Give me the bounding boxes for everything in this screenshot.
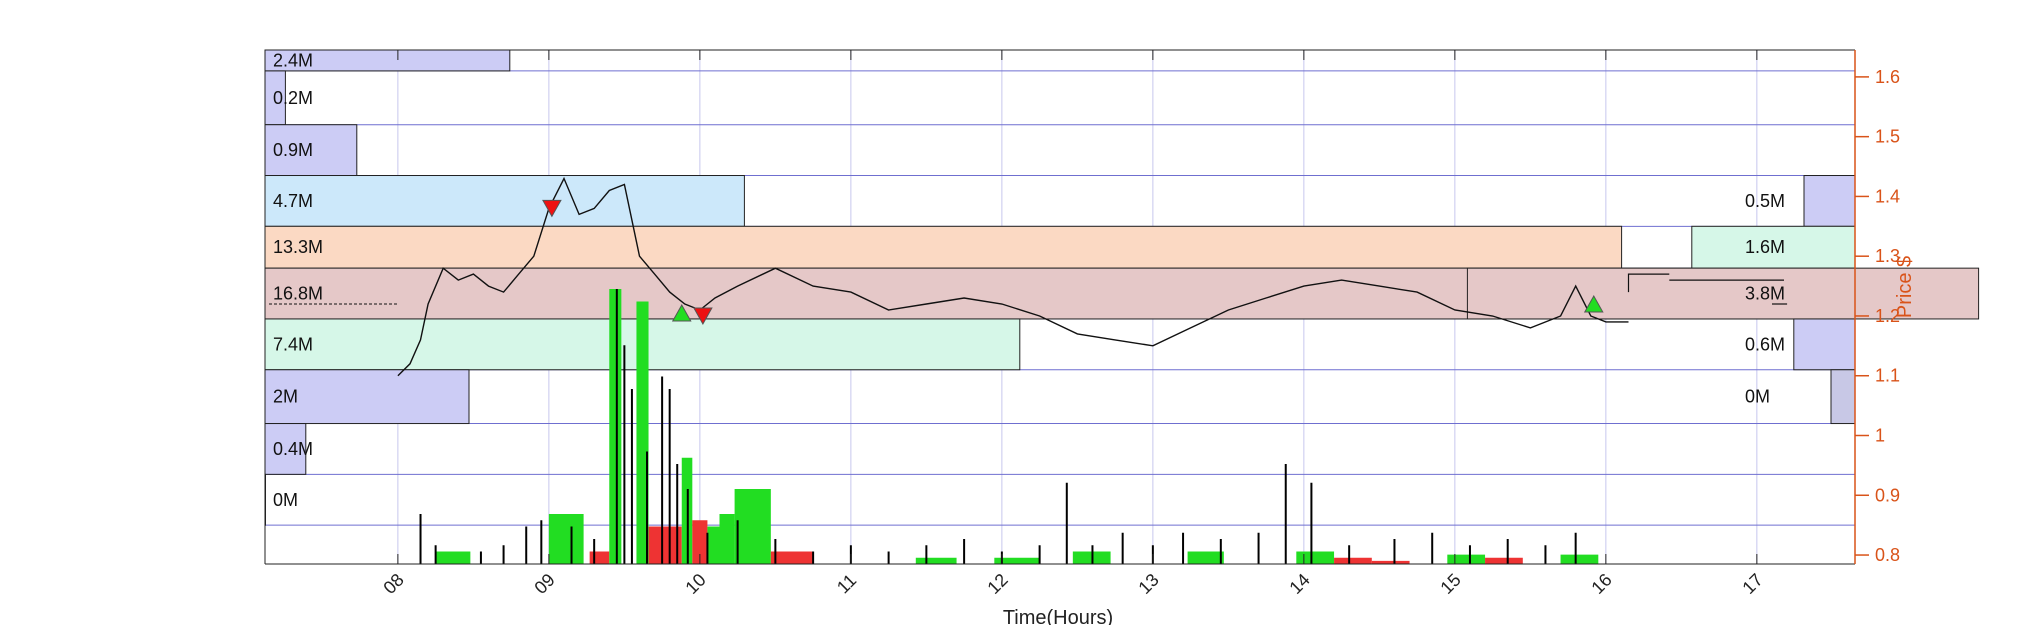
right-profile-label: 0M	[1745, 387, 1770, 407]
volume-block	[994, 557, 1040, 564]
right-profile-bar	[1793, 318, 1856, 371]
left-profile-label: 0.9M	[273, 140, 313, 160]
right-profile-bar	[1691, 225, 1856, 269]
volume-block	[548, 514, 584, 564]
price-segment	[1627, 273, 1670, 293]
right-profile-bar	[1803, 175, 1856, 227]
sell-marker-down-triangle	[542, 199, 562, 218]
volume-block	[1371, 560, 1410, 564]
right-profile-label: 0.5M	[1745, 191, 1785, 211]
trade-markers	[542, 199, 1604, 325]
right-volume-profile: 0.5M 1.6M 3.8M 0.6M 0M	[1466, 175, 1856, 425]
left-profile-bar	[264, 369, 470, 425]
left-profile-bar	[264, 423, 307, 475]
volume-block	[609, 289, 622, 564]
left-profile-label: 0.2M	[273, 88, 313, 108]
volume-block	[719, 514, 735, 564]
left-volume-profile: 2.4M 0.2M 0.9M 4.7M 13.3M 16.8M 7.4M 2M 0.4M 0M	[264, 49, 1980, 526]
volume-block	[770, 551, 814, 564]
left-profile-label: 13.3M	[273, 237, 323, 257]
volume-block	[1560, 554, 1599, 564]
y-axis-title: Price $	[1894, 256, 1916, 318]
y-tick-label: 1.6	[1875, 67, 1900, 87]
volume-block	[648, 526, 682, 564]
volume-block	[1296, 551, 1335, 564]
left-profile-bar	[264, 175, 745, 227]
y-tick-label: 1.1	[1875, 366, 1900, 386]
sell-marker-down-triangle	[693, 307, 713, 325]
volume-block	[707, 526, 720, 564]
price-line	[397, 176, 1629, 377]
volume-block	[1447, 554, 1486, 564]
left-profile-label: 7.4M	[273, 334, 313, 354]
y-tick-label: 0.8	[1875, 545, 1900, 565]
y-tick-label: 0.9	[1875, 485, 1900, 505]
left-profile-label: 16.8M	[273, 284, 323, 304]
volume-block	[589, 551, 610, 564]
left-profile-label: 2M	[273, 387, 298, 407]
left-profile-label: 0.4M	[273, 439, 313, 459]
volume-block	[1187, 551, 1224, 564]
left-profile-bar	[264, 225, 1623, 269]
right-profile-label: 3.8M	[1745, 284, 1785, 304]
y-tick-label: 1.4	[1875, 186, 1900, 206]
right-profile-bar	[1830, 369, 1856, 425]
buy-marker-up-triangle	[671, 303, 692, 322]
y-tick-label: 1	[1875, 426, 1885, 446]
volume-block	[734, 489, 771, 564]
right-profile-label: 1.6M	[1745, 237, 1785, 257]
volume-block	[692, 520, 708, 564]
x-axis-title: Time(Hours)	[1003, 607, 1113, 625]
volume-block	[1485, 557, 1523, 564]
left-profile-label: 2.4M	[273, 50, 313, 70]
y-tick-label: 1.3	[1875, 246, 1900, 266]
volume-bars	[419, 289, 1599, 564]
left-profile-label: 4.7M	[273, 191, 313, 211]
price-series	[269, 176, 1788, 377]
volume-block	[1334, 557, 1372, 564]
buy-marker-up-triangle	[1583, 294, 1604, 313]
left-profile-label: 0M	[273, 490, 298, 510]
y-tick-label: 1.2	[1875, 306, 1900, 326]
volume-block	[636, 301, 649, 564]
volume-block	[435, 551, 471, 564]
y-tick-label: 1.5	[1875, 127, 1900, 147]
volume-block	[915, 557, 957, 564]
right-profile-label: 0.6M	[1745, 334, 1785, 354]
right-profile-bar	[1466, 267, 1856, 320]
